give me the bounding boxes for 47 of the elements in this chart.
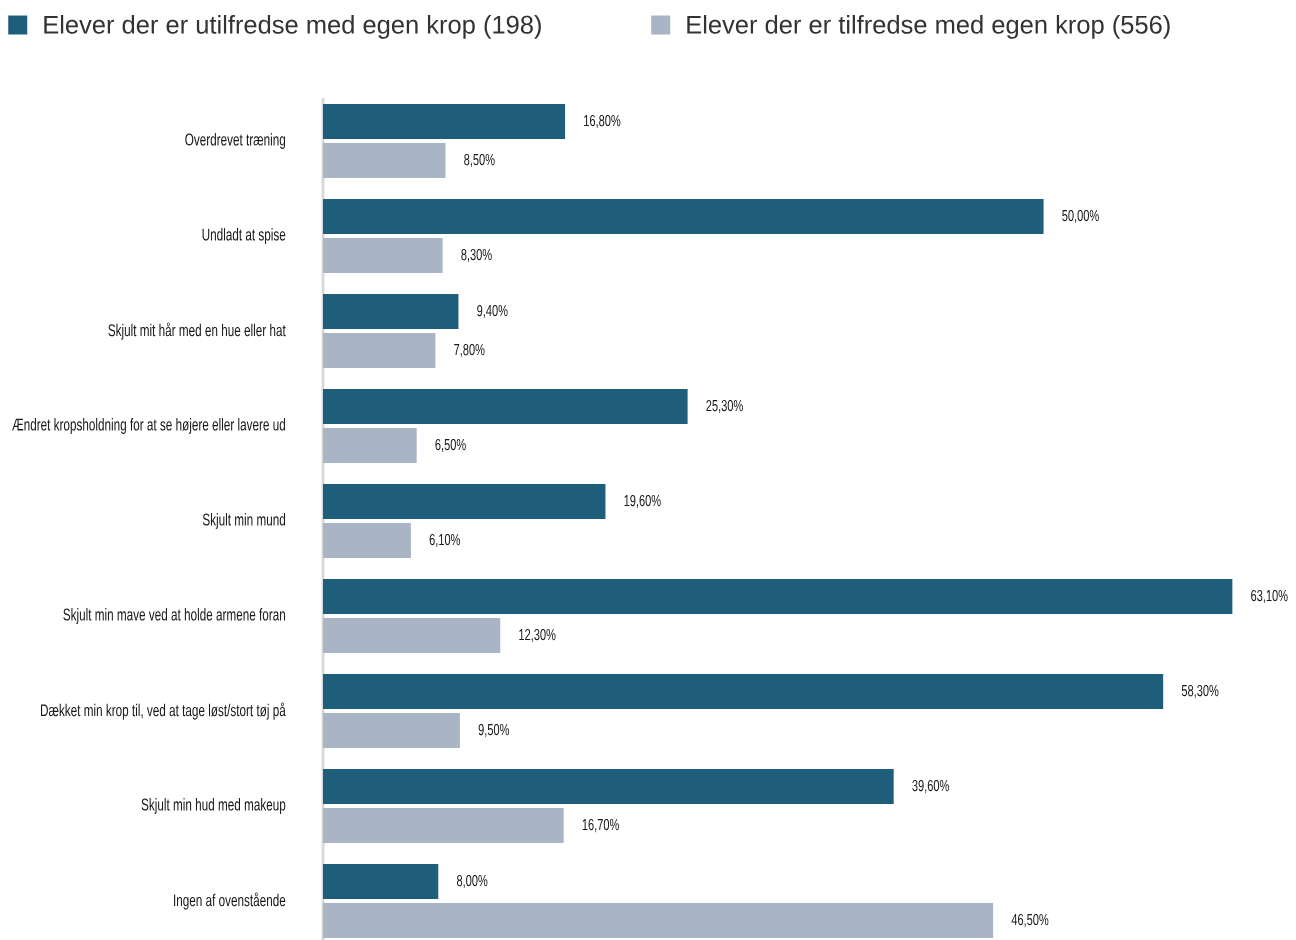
data-label: 25,30% xyxy=(706,399,743,414)
data-label: 8,50% xyxy=(464,153,495,168)
bar xyxy=(323,713,460,749)
y-tick-label: Overdrevet træning xyxy=(185,133,286,149)
bar xyxy=(323,428,417,464)
data-label: 9,50% xyxy=(478,723,510,738)
bar xyxy=(323,674,1164,710)
bar xyxy=(323,199,1044,235)
data-label: 46,50% xyxy=(1011,913,1049,928)
y-tick-label: Skjult min mave ved at holde armene foran xyxy=(63,608,285,624)
data-label: 58,30% xyxy=(1181,684,1219,699)
bar xyxy=(323,864,439,900)
bar xyxy=(323,484,606,520)
bar xyxy=(323,333,436,369)
data-label: 19,60% xyxy=(624,494,661,509)
bar xyxy=(323,579,1233,615)
y-tick-label: Skjult mit hår med en hue eller hat xyxy=(108,322,286,340)
bar xyxy=(323,903,994,939)
data-label: 16,70% xyxy=(582,818,619,833)
y-tick-label: Skjult min hud med makeup xyxy=(141,798,286,814)
bar xyxy=(323,389,688,425)
bar xyxy=(323,238,443,274)
bar xyxy=(323,143,446,179)
data-label: 8,30% xyxy=(461,248,492,263)
y-tick-label: Dækket min krop til, ved at tage løst/stort tøj på xyxy=(40,702,286,720)
data-label: 6,50% xyxy=(435,438,466,453)
y-tick-label: Ændret kropsholdning for at se højere eller lavere ud xyxy=(12,418,285,434)
bar xyxy=(323,294,459,330)
data-label: 50,00% xyxy=(1062,209,1099,224)
bar xyxy=(323,523,411,559)
legend-label: Elever der er utilfredse med egen krop (198) xyxy=(44,15,541,39)
bar xyxy=(323,769,894,805)
data-label: 8,00% xyxy=(456,874,488,889)
data-label: 63,10% xyxy=(1251,589,1288,604)
bar xyxy=(323,104,566,140)
data-label: 7,80% xyxy=(454,343,485,358)
data-label: 6,10% xyxy=(429,533,461,548)
data-label: 16,80% xyxy=(584,114,621,129)
data-label: 9,40% xyxy=(477,304,508,319)
data-label: 39,60% xyxy=(912,779,949,794)
y-tick-label: Ingen af ovenstående xyxy=(174,892,286,910)
bar xyxy=(323,808,564,844)
y-tick-label: Undladt at spise xyxy=(202,228,286,244)
legend-label: Elever der er tilfredse med egen krop (556) xyxy=(687,15,1170,39)
data-label: 12,30% xyxy=(519,628,556,643)
bar xyxy=(323,618,501,654)
y-tick-label: Skjult min mund xyxy=(202,513,286,529)
